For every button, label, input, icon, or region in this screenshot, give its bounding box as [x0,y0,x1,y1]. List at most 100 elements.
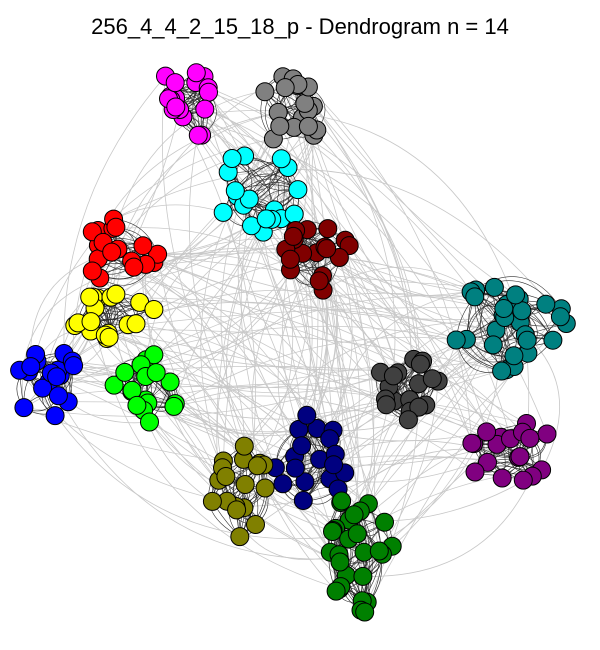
node-olive [235,475,255,494]
node-lime [160,372,180,392]
node-teal [504,346,524,366]
node-olive [255,478,275,498]
node-purple [465,462,485,482]
node-navy [293,491,313,510]
inter-cluster-edge [239,310,523,537]
node-yellow [81,312,101,332]
inter-cluster-edge [77,322,341,563]
node-gray [255,82,275,102]
node-navy [273,474,293,494]
inter-cluster-edge [311,135,385,523]
node-red [124,257,144,277]
node-green [332,491,352,511]
node-purple [462,433,482,453]
figure-title: 256_4_4_2_15_18_p - Dendrogram n = 14 [91,14,509,39]
inter-cluster-edge [235,339,528,507]
node-red [102,242,122,262]
node-teal [446,330,466,350]
node-red [82,261,102,281]
inter-cluster-edge [128,324,334,431]
node-purple [520,428,540,448]
node-olive [247,456,267,476]
node-teal [492,361,512,381]
node-navy [297,405,317,425]
inter-cluster-edge [297,84,516,296]
inter-cluster-edge [90,329,502,372]
node-teal [484,277,504,297]
inter-cluster-edge [182,110,526,335]
inter-cluster-edge [308,86,473,444]
node-green [375,512,394,532]
inter-cluster-edge [304,103,502,438]
inter-cluster-edge [21,277,100,408]
node-cyan [222,149,242,168]
node-teal [517,330,537,350]
node-green [344,505,364,525]
inter-cluster-edge [207,87,473,444]
node-yellow [99,327,119,347]
node-maroon [318,219,338,239]
node-navy [295,472,315,492]
node-purple [513,470,533,490]
node-cyan [239,189,259,209]
node-cyan [213,202,233,222]
node-gray [295,93,315,113]
inter-cluster-edge [89,297,340,590]
inter-cluster-edge [175,97,395,402]
node-teal [494,299,514,318]
node-red [106,217,126,237]
node-green [353,566,373,586]
node-olive [227,500,247,520]
node-dark-gray [410,354,430,374]
inter-cluster-edge [302,117,376,603]
inter-cluster-edge [90,307,504,332]
node-magenta [188,125,208,145]
node-yellow [80,287,100,307]
node-teal [465,287,485,307]
intra-cluster-edge [480,287,507,370]
inter-cluster-edge [115,87,286,228]
inter-cluster-edge [136,383,519,458]
inter-cluster-edge [273,138,511,439]
node-teal [506,285,526,305]
node-magenta [166,97,186,117]
node-maroon [283,226,303,246]
inter-cluster-edge [173,395,476,473]
inter-cluster-edge [262,232,387,406]
node-yellow [106,284,126,304]
node-dark-gray [409,397,429,417]
node-teal [550,307,570,327]
graph-nodes [10,63,576,622]
node-blue [14,398,34,418]
node-purple [477,422,497,442]
node-magenta [199,82,218,102]
node-gray [275,78,295,98]
inter-cluster-edge [173,231,264,407]
node-dark-gray [383,366,403,386]
inter-cluster-edge [23,325,457,408]
node-cyan [271,149,291,169]
node-blue [48,386,68,406]
node-cyan [284,204,304,224]
node-lime [164,396,184,416]
node-olive [230,527,250,547]
node-maroon [280,249,300,269]
node-blue [33,378,53,398]
node-dark-gray [398,410,418,430]
node-lime [127,395,147,415]
node-dark-gray [422,369,442,389]
node-blue [45,406,65,426]
node-maroon [309,271,329,291]
inter-cluster-edge [111,251,515,382]
node-green [330,552,350,572]
node-green [323,522,342,541]
node-olive [246,515,265,534]
node-lime [146,363,166,383]
inter-cluster-edge [208,91,421,408]
node-green [326,581,346,601]
inter-cluster-edge [322,290,380,552]
node-teal [512,301,532,321]
node-purple [492,468,512,488]
inter-cluster-edge [275,455,542,471]
